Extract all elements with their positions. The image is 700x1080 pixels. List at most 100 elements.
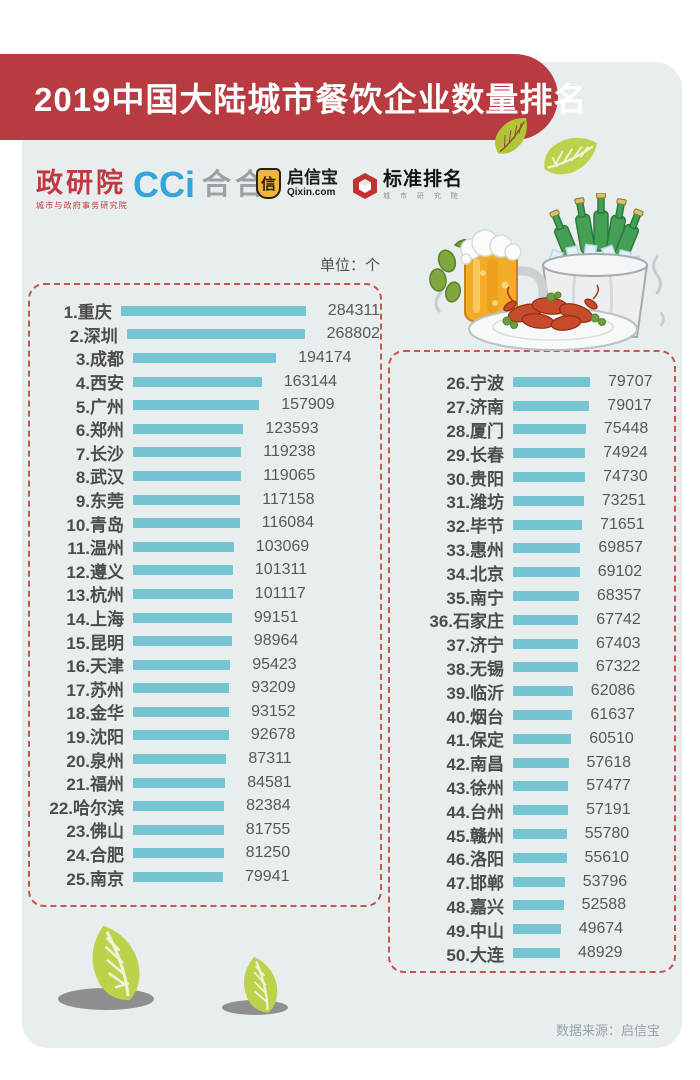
value-bar	[513, 448, 586, 459]
ranking-row: 46.洛阳 55610	[394, 846, 674, 870]
value-bar	[513, 852, 567, 863]
value-bar	[513, 757, 569, 768]
ranking-row: 41.保定 60510	[394, 727, 674, 751]
value-label: 67403	[596, 634, 641, 652]
crayfish-plate	[468, 284, 638, 351]
value-bar	[513, 424, 586, 435]
value-bar	[133, 730, 229, 741]
ranking-row: 17.苏州 93209	[36, 677, 380, 701]
value-label: 53796	[582, 872, 628, 890]
value-label: 119065	[263, 466, 316, 484]
value-label: 55610	[584, 848, 630, 866]
value-bar	[513, 805, 569, 816]
value-bar	[513, 710, 573, 721]
value-label: 68357	[596, 587, 642, 605]
cci-wordmark: CCi	[133, 164, 195, 205]
ranking-row: 37.济宁 67403	[394, 632, 674, 656]
ranking-row: 16.天津 95423	[36, 653, 380, 677]
value-label: 62086	[590, 682, 636, 700]
value-bar	[133, 376, 262, 387]
rank-city-label: 26.宁波	[446, 374, 504, 394]
value-bar	[513, 876, 565, 887]
value-label: 93152	[251, 702, 296, 720]
leaf-icon	[243, 956, 278, 1013]
value-bar	[513, 543, 581, 554]
value-label: 81250	[245, 844, 291, 862]
ranking-row: 25.南京 79941	[36, 865, 380, 889]
qixinbao-label: 启信宝	[287, 167, 338, 187]
value-bar	[133, 706, 230, 717]
value-bar	[513, 781, 569, 792]
left-ranking-panel: 1.重庆 284311 2.深圳 268802 3.成都 194174 4.西安 163144…	[28, 283, 382, 907]
ranking-row: 43.徐州 57477	[394, 775, 674, 799]
leaf-icon	[92, 925, 140, 1001]
rank-city-label: 18.金华	[66, 704, 124, 724]
value-bar	[513, 567, 580, 578]
rank-city-label: 49.中山	[446, 921, 504, 941]
value-label: 119238	[263, 443, 316, 461]
value-bar	[133, 423, 244, 434]
ranking-row: 29.长春 74924	[394, 441, 674, 465]
value-bar	[513, 924, 561, 935]
rank-city-label: 7.长沙	[75, 444, 124, 464]
value-label: 99151	[253, 608, 299, 626]
value-bar	[133, 447, 242, 458]
ranking-row: 24.合肥 81250	[36, 842, 380, 866]
ranking-row: 7.长沙 119238	[36, 441, 380, 465]
rank-city-label: 33.惠州	[446, 540, 504, 560]
rank-city-label: 31.潍坊	[446, 493, 504, 513]
rank-city-label: 15.昆明	[66, 633, 124, 653]
ranking-row: 31.潍坊 73251	[394, 489, 674, 513]
ranking-row: 48.嘉兴 52588	[394, 894, 674, 918]
rank-city-label: 22.哈尔滨	[49, 798, 124, 818]
value-bar	[133, 683, 230, 694]
ranking-row: 42.南昌 57618	[394, 751, 674, 775]
ranking-row: 10.青岛 116084	[36, 511, 380, 535]
right-ranking-panel: 26.宁波 79707 27.济南 79017 28.厦门 75448 29.长春 74924…	[388, 350, 676, 973]
rank-city-label: 46.洛阳	[446, 850, 504, 870]
value-bar	[133, 400, 260, 411]
value-bar	[133, 636, 232, 647]
cci-hehe-label: 合合	[202, 168, 269, 201]
rank-city-label: 28.厦门	[446, 422, 504, 441]
ranking-row: 39.临沂 62086	[394, 679, 674, 703]
value-label: 87311	[248, 750, 292, 768]
qixinbao-domain-label: Qixin.com	[287, 187, 336, 199]
value-bar	[133, 754, 227, 765]
value-label: 69857	[598, 539, 643, 557]
value-label: 57618	[586, 753, 632, 771]
ranking-row: 19.沈阳 92678	[36, 724, 380, 748]
value-label: 74924	[603, 444, 648, 462]
value-bar	[513, 829, 567, 840]
value-bar	[133, 470, 242, 481]
rank-city-label: 10.青岛	[66, 515, 124, 535]
value-bar	[133, 352, 277, 363]
value-bar	[513, 686, 573, 697]
logo-qixinbao: 信 启信宝 Qixin.com	[256, 168, 338, 199]
ranking-row: 32.毕节 71651	[394, 513, 674, 537]
value-label: 49674	[578, 920, 624, 938]
value-bar	[513, 376, 590, 387]
rank-city-label: 36.石家庄	[429, 612, 504, 632]
qixinbao-shield-icon: 信	[256, 168, 281, 199]
rank-city-label: 24.合肥	[66, 845, 124, 865]
value-label: 116084	[261, 514, 314, 532]
rank-city-label: 32.毕节	[446, 517, 504, 537]
value-label: 92678	[250, 726, 296, 744]
value-label: 52588	[581, 896, 627, 914]
value-bar	[126, 329, 305, 340]
value-bar	[133, 801, 225, 812]
rank-city-label: 39.临沂	[446, 683, 504, 703]
ranking-row: 47.邯郸 53796	[394, 870, 674, 894]
ranking-row: 44.台州 57191	[394, 798, 674, 822]
ranking-row: 49.中山 49674	[394, 917, 674, 941]
rank-city-label: 40.烟台	[446, 707, 504, 727]
ranking-row: 13.杭州 101117	[36, 582, 380, 606]
value-bar	[513, 662, 578, 673]
rank-city-label: 13.杭州	[66, 586, 124, 606]
ranking-row: 11.温州 103069	[36, 535, 380, 559]
rank-city-label: 38.无锡	[446, 659, 504, 679]
logo-biaozhun-paiming: 标准排名 城 市 研 究 院	[352, 169, 463, 201]
rank-city-label: 44.台州	[446, 802, 504, 822]
value-label: 69102	[597, 563, 643, 581]
